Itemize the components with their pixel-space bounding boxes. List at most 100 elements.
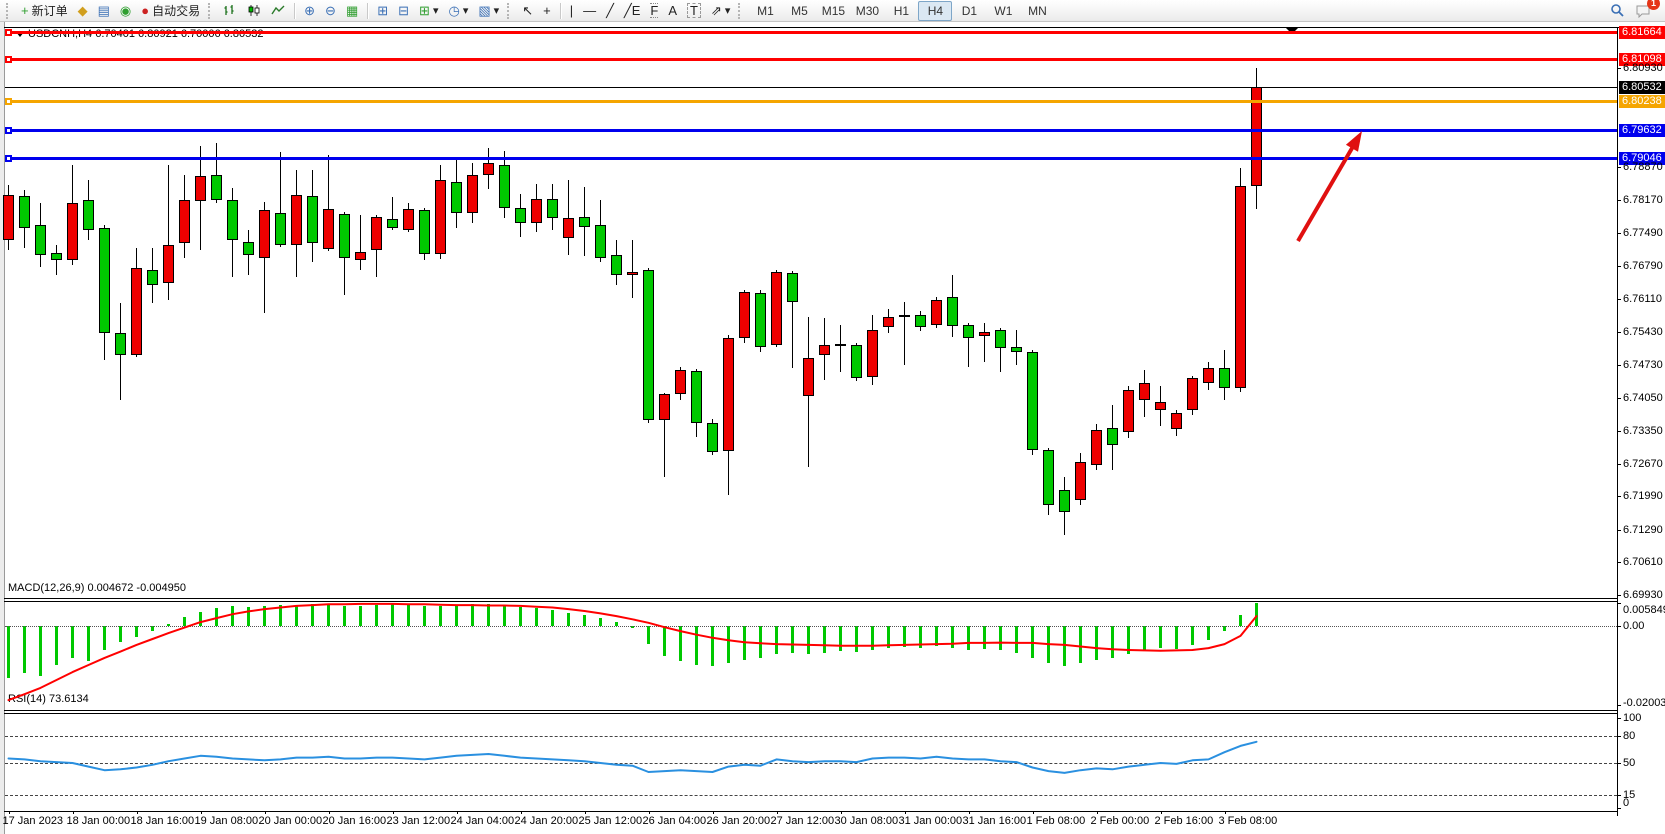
market-watch-button[interactable]: ◆ <box>73 1 93 21</box>
line-handle[interactable] <box>5 97 12 105</box>
macd-histogram-bar <box>87 626 90 661</box>
timeframe-button-w1[interactable]: W1 <box>994 3 1013 18</box>
macd-histogram-bar <box>487 603 490 626</box>
new-chart-dropdown[interactable]: ⊞ ▾ <box>414 1 443 21</box>
candle-body <box>531 198 542 223</box>
timeframe-button-m30[interactable]: M30 <box>855 3 880 18</box>
data-window-button[interactable]: ▤ <box>93 1 115 21</box>
search-button[interactable] <box>1605 1 1630 21</box>
horizontal-line-object-6.81664[interactable] <box>5 31 1617 35</box>
zoom-out-button[interactable]: ⊖ <box>320 1 341 21</box>
arrows-dropdown[interactable]: ⇗ ▾ <box>706 1 735 21</box>
rsi-splitter-bottom[interactable] <box>4 713 1617 714</box>
chevron-down-icon: ▾ <box>462 5 469 17</box>
macd-histogram-bar <box>439 605 442 626</box>
price-axis-tick <box>1617 331 1621 333</box>
time-axis-label: 3 Feb 08:00 <box>1218 815 1278 827</box>
horizontal-line-object-6.79632[interactable] <box>5 128 1617 132</box>
candle-body <box>547 198 558 218</box>
fibonacci-icon: F <box>650 3 659 18</box>
toolbar-grip[interactable] <box>6 2 13 19</box>
candle-chart-button[interactable] <box>242 1 266 21</box>
periods-dropdown[interactable]: ◷ ▾ <box>443 1 473 21</box>
time-axis-tick <box>72 811 74 814</box>
candle-body <box>1123 389 1134 433</box>
timeframe-button-h4[interactable]: H4 <box>918 0 953 21</box>
cursor-button[interactable]: ↖ <box>517 1 538 21</box>
fibonacci-button[interactable]: F <box>645 1 663 21</box>
time-axis-label: 20 Jan 16:00 <box>322 815 387 827</box>
price-axis-label: 6.70610 <box>1623 556 1663 569</box>
price-axis-tick <box>1617 397 1621 399</box>
line-handle[interactable] <box>5 29 12 37</box>
toolbar-separator <box>559 2 561 19</box>
candle-body <box>739 291 750 338</box>
arrange-horizontal-button[interactable]: ⊟ <box>393 1 414 21</box>
macd-splitter-top[interactable] <box>4 598 1617 599</box>
toolbar-grip[interactable] <box>208 2 215 19</box>
time-axis-label: 20 Jan 00:00 <box>258 815 323 827</box>
price-axis-tick <box>1617 595 1621 597</box>
price-axis-label: 6.77490 <box>1623 226 1663 239</box>
macd-histogram-bar <box>1063 626 1066 667</box>
notifications-button[interactable]: 1 <box>1630 0 1660 21</box>
toolbar-grip[interactable] <box>507 2 514 19</box>
macd-histogram-bar <box>1047 626 1050 664</box>
candle-body <box>691 370 702 424</box>
macd-histogram-bar <box>695 626 698 665</box>
horizontal-line-object-6.81098[interactable] <box>5 58 1617 62</box>
horizontal-line-button[interactable]: — <box>578 1 601 21</box>
macd-histogram-bar <box>247 607 250 626</box>
timeframe-button-m15[interactable]: M15 <box>821 3 846 18</box>
text-label-button[interactable]: T <box>682 1 706 21</box>
candle-wick <box>632 240 633 298</box>
candle-wick <box>360 215 361 271</box>
price-axis-tick <box>1617 562 1621 564</box>
candle-wick <box>328 155 329 252</box>
time-axis-tick <box>1160 811 1162 814</box>
timeframe-button-m1[interactable]: M1 <box>757 3 774 18</box>
toolbar-grip[interactable] <box>738 2 745 19</box>
new-order-button[interactable]: + 新订单 <box>16 1 73 21</box>
text-button[interactable]: A <box>663 1 682 21</box>
line-handle[interactable] <box>5 126 12 134</box>
rsi-splitter-top[interactable] <box>4 710 1617 711</box>
timeframe-button-d1[interactable]: D1 <box>961 3 978 18</box>
candle-body <box>483 162 494 175</box>
time-axis-label: 24 Jan 04:00 <box>450 815 515 827</box>
vertical-line-button[interactable]: | <box>565 1 578 21</box>
macd-splitter-bottom[interactable] <box>4 601 1617 602</box>
chart-shift-marker[interactable] <box>1286 28 1298 34</box>
time-axis-tick <box>648 811 650 814</box>
navigator-button[interactable]: ◉ <box>115 1 136 21</box>
horizontal-line-object-6.79046[interactable] <box>5 156 1617 160</box>
macd-histogram-bar <box>71 626 74 658</box>
tile-windows-button[interactable]: ▦ <box>341 1 363 21</box>
timeframe-button-m5[interactable]: M5 <box>791 3 808 18</box>
candle-wick <box>392 196 393 230</box>
crosshair-button[interactable]: + <box>538 1 556 21</box>
price-axis-label: 6.71290 <box>1623 523 1663 536</box>
trendline-button[interactable]: ╱ <box>601 1 619 21</box>
zoom-in-button[interactable]: ⊕ <box>299 1 320 21</box>
line-chart-button[interactable] <box>266 1 290 21</box>
time-axis-label: 31 Jan 00:00 <box>898 815 963 827</box>
vertical-line-icon: | <box>569 3 574 18</box>
equidistant-channel-button[interactable]: ╱E <box>619 1 646 21</box>
candle-body <box>1171 412 1182 429</box>
line-handle[interactable] <box>5 56 12 64</box>
arrange-vertical-button[interactable]: ⊞ <box>372 1 393 21</box>
horizontal-line-object-6.80238[interactable] <box>5 99 1617 103</box>
macd-histogram-bar <box>471 604 474 626</box>
templates-dropdown[interactable]: ▧ ▾ <box>473 1 504 21</box>
autotrading-button[interactable]: ● 自动交易 <box>136 1 205 21</box>
macd-histogram-bar <box>775 626 778 655</box>
bar-chart-button[interactable] <box>218 1 242 21</box>
timeframe-button-mn[interactable]: MN <box>1028 3 1047 18</box>
candle-body <box>195 175 206 202</box>
line-handle[interactable] <box>5 154 12 162</box>
candle-body <box>227 200 238 240</box>
time-axis-label: 18 Jan 00:00 <box>66 815 131 827</box>
timeframe-button-h1[interactable]: H1 <box>893 3 910 18</box>
candle-body <box>355 251 366 261</box>
